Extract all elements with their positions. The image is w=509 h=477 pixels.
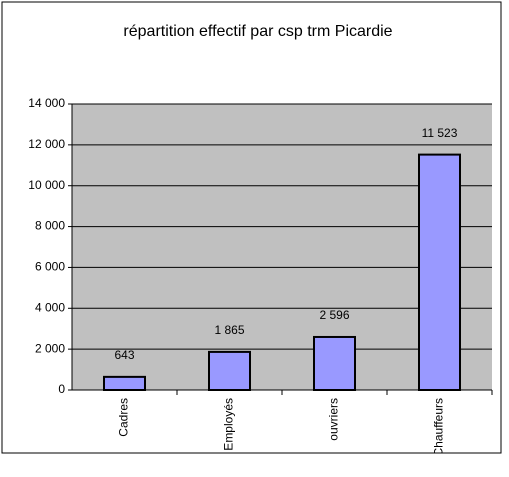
chart-title: répartition effectif par csp trm Picardi… bbox=[123, 23, 392, 40]
bar bbox=[103, 375, 146, 392]
y-tick-label: 4 000 bbox=[35, 300, 65, 314]
x-tick-label: Employés bbox=[222, 398, 236, 451]
y-tick-label: 14 000 bbox=[28, 96, 65, 110]
y-tick-label: 2 000 bbox=[35, 341, 65, 355]
bar bbox=[313, 335, 356, 392]
y-tick-label: 6 000 bbox=[35, 260, 65, 274]
data-label: 2 596 bbox=[319, 308, 349, 322]
data-label: 11 523 bbox=[422, 126, 458, 140]
x-tick-label: ouvriers bbox=[327, 398, 341, 441]
y-tick-label: 10 000 bbox=[28, 178, 65, 192]
y-tick-label: 0 bbox=[58, 382, 65, 396]
data-label: 1 865 bbox=[214, 323, 244, 337]
plot: 0 2 000 4 000 6 000 8 000 10 000 12 000 14 000 6… bbox=[28, 96, 493, 456]
data-label: 643 bbox=[114, 348, 134, 362]
x-tick-label: Chauffeurs bbox=[432, 398, 446, 456]
x-tick-label: Cadres bbox=[117, 398, 131, 437]
y-tick-label: 12 000 bbox=[28, 137, 65, 151]
bar bbox=[418, 153, 461, 391]
bar bbox=[208, 350, 251, 392]
y-tick-label: 8 000 bbox=[35, 219, 65, 233]
